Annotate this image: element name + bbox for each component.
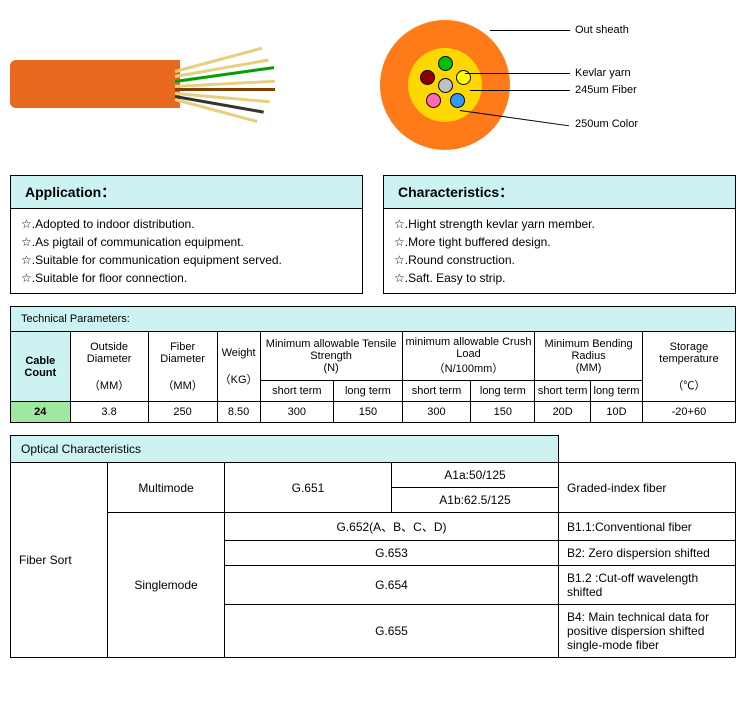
- td-tshort: 300: [260, 402, 334, 423]
- th-od: Outside Diameter（MM）: [70, 332, 148, 402]
- td-g651: G.651: [225, 463, 392, 513]
- th-long: long term: [334, 381, 403, 402]
- td-g654: G.654: [225, 566, 559, 605]
- td-g653: G.653: [225, 541, 559, 566]
- td-blong: 10D: [591, 402, 643, 423]
- cable-photo: [10, 25, 300, 145]
- label-kevlar: Kevlar yarn: [575, 67, 631, 79]
- td-g652: G.652(A、B、C、D): [225, 513, 559, 541]
- td-b12: B1.2 :Cut-off wavelength shifted: [559, 566, 736, 605]
- label-245um: 245um Fiber: [575, 84, 637, 96]
- technical-parameters-table: Technical Parameters: Cable Count Outsid…: [10, 306, 736, 423]
- char-item: ☆.More tight buffered design.: [394, 233, 725, 251]
- th-crush: minimum allowable Crush Load（N/100mm）: [402, 332, 535, 381]
- label-out-sheath: Out sheath: [575, 24, 629, 36]
- th-short: short term: [402, 381, 471, 402]
- characteristics-box: Characteristics： ☆.Hight strength kevlar…: [383, 175, 736, 294]
- td-fd: 250: [148, 402, 217, 423]
- app-item: ☆.Suitable for floor connection.: [21, 269, 352, 287]
- td-a1a: A1a:50/125: [392, 463, 559, 488]
- td-clong: 150: [471, 402, 535, 423]
- application-box: Application： ☆.Adopted to indoor distrib…: [10, 175, 363, 294]
- td-b4: B4: Main technical data for positive dis…: [559, 605, 736, 658]
- td-multimode: Multimode: [108, 463, 225, 513]
- td-storage: -20+60: [642, 402, 735, 423]
- app-item: ☆.As pigtail of communication equipment.: [21, 233, 352, 251]
- th-short: short term: [260, 381, 334, 402]
- optical-characteristics-table: Optical Characteristics Fiber Sort Multi…: [10, 435, 736, 658]
- th-cable-count: Cable Count: [11, 332, 71, 402]
- th-short: short term: [535, 381, 591, 402]
- th-fd: Fiber Diameter（MM）: [148, 332, 217, 402]
- th-bend: Minimum Bending Radius(MM): [535, 332, 643, 381]
- th-tensile: Minimum allowable Tensile Strength(N): [260, 332, 402, 381]
- td-g655: G.655: [225, 605, 559, 658]
- td-bshort: 20D: [535, 402, 591, 423]
- th-long: long term: [591, 381, 643, 402]
- label-250um: 250um Color: [575, 118, 638, 130]
- td-od: 3.8: [70, 402, 148, 423]
- td-singlemode: Singlemode: [108, 513, 225, 658]
- tech-title: Technical Parameters:: [11, 307, 736, 332]
- td-count: 24: [11, 402, 71, 423]
- app-item: ☆.Adopted to indoor distribution.: [21, 215, 352, 233]
- td-a1b: A1b:62.5/125: [392, 488, 559, 513]
- th-weight: Weight（KG）: [217, 332, 260, 402]
- char-item: ☆.Round construction.: [394, 251, 725, 269]
- td-b2: B2: Zero dispersion shifted: [559, 541, 736, 566]
- td-graded: Graded-index fiber: [559, 463, 736, 513]
- opt-title: Optical Characteristics: [11, 436, 559, 463]
- info-boxes: Application： ☆.Adopted to indoor distrib…: [10, 175, 736, 294]
- td-fiber-sort: Fiber Sort: [11, 463, 108, 658]
- top-section: Out sheath Kevlar yarn 245um Fiber 250um…: [10, 10, 736, 160]
- td-b11: B1.1:Conventional fiber: [559, 513, 736, 541]
- td-weight: 8.50: [217, 402, 260, 423]
- td-cshort: 300: [402, 402, 471, 423]
- td-tlong: 150: [334, 402, 403, 423]
- th-long: long term: [471, 381, 535, 402]
- application-title: Application：: [11, 176, 362, 209]
- app-item: ☆.Suitable for communication equipment s…: [21, 251, 352, 269]
- char-item: ☆.Saft. Easy to strip.: [394, 269, 725, 287]
- th-storage: Storage temperature（℃）: [642, 332, 735, 402]
- characteristics-title: Characteristics：: [384, 176, 735, 209]
- cross-section-diagram: Out sheath Kevlar yarn 245um Fiber 250um…: [340, 10, 720, 160]
- char-item: ☆.Hight strength kevlar yarn member.: [394, 215, 725, 233]
